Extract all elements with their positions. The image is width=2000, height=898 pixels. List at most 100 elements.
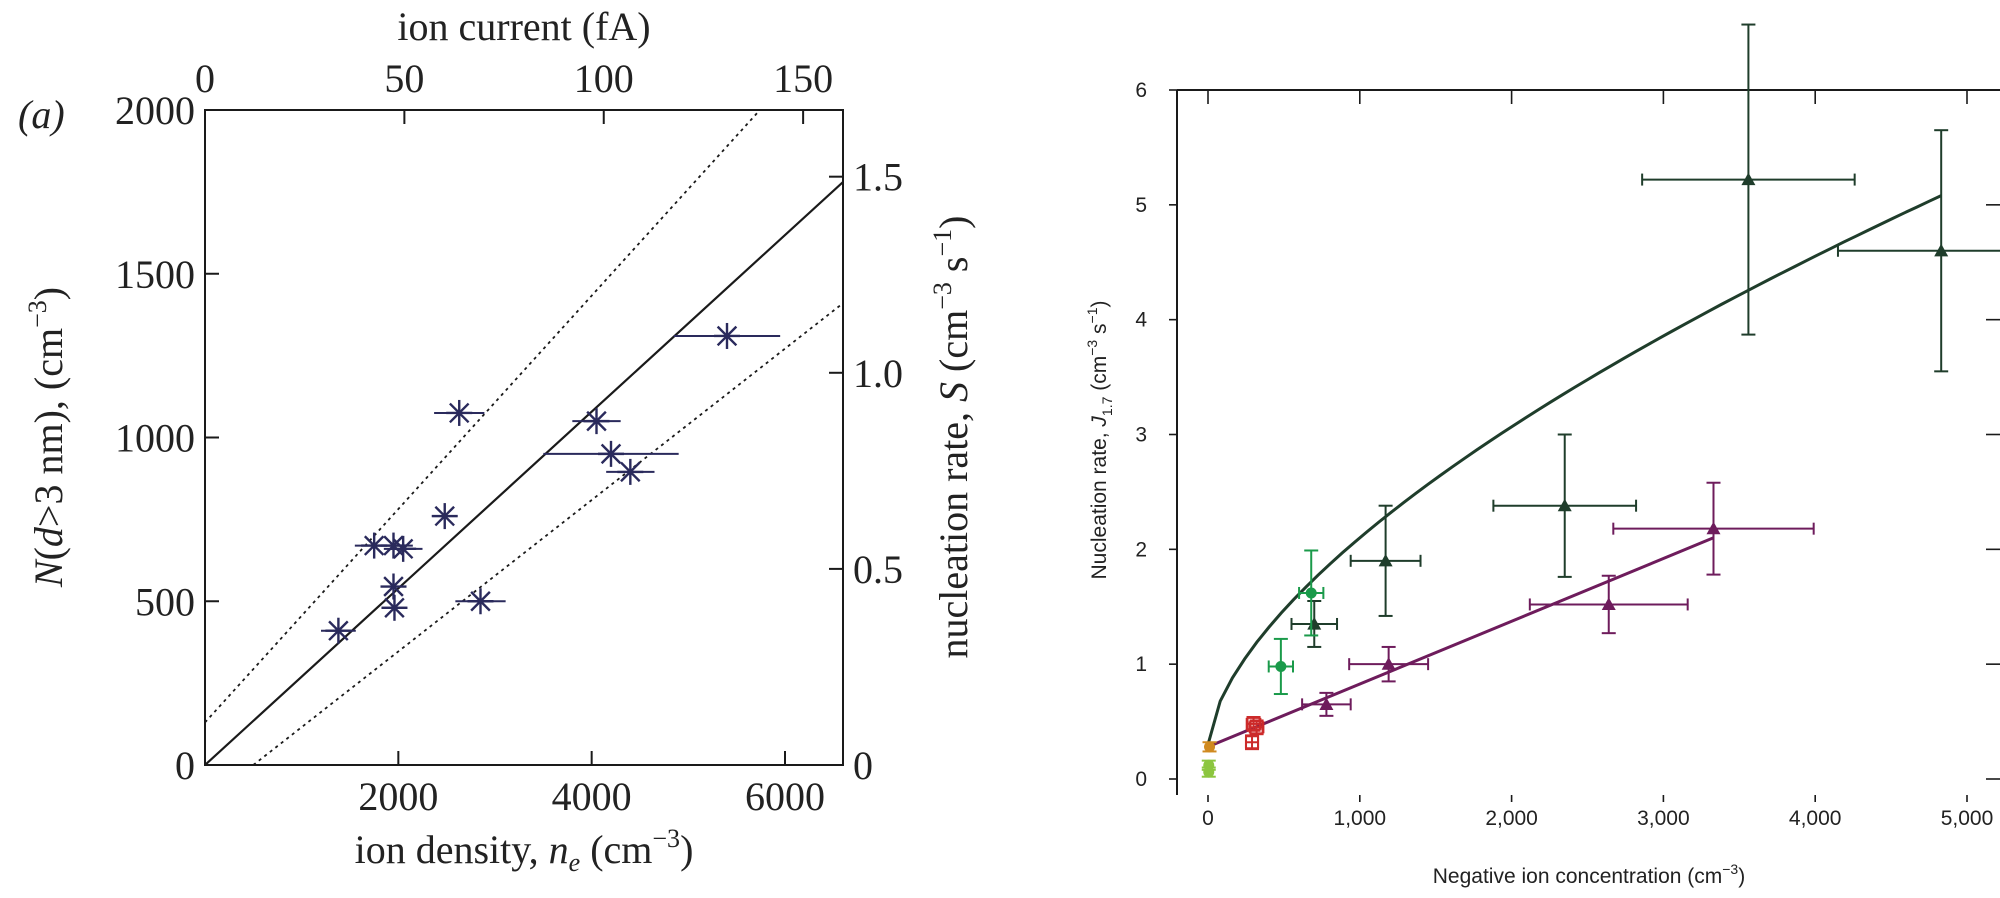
bottom-x-tick-label: 2000 xyxy=(358,774,438,819)
x-tick-label: 3,000 xyxy=(1637,807,1690,830)
data-point xyxy=(1641,23,1856,336)
panel-label: (a) xyxy=(18,92,65,137)
data-point xyxy=(1201,766,1216,778)
asterisk-stroke xyxy=(384,597,405,619)
asterisk-point xyxy=(543,440,679,467)
top-x-tick-label: 100 xyxy=(574,56,634,101)
asterisk-stroke xyxy=(328,620,349,641)
triangle-marker xyxy=(1601,597,1616,611)
asterisk-stroke xyxy=(383,576,404,597)
fit-line xyxy=(205,181,843,765)
asterisk-point xyxy=(572,408,621,435)
x-tick-label: 1,000 xyxy=(1334,807,1387,830)
left-y-tick-label: 1500 xyxy=(115,252,195,297)
triangle-marker xyxy=(1741,172,1756,186)
asterisk-stroke xyxy=(586,410,607,432)
fit-curve xyxy=(1206,194,1942,745)
right-y-tick-label: 1.5 xyxy=(853,155,903,200)
asterisk-point xyxy=(606,458,655,485)
triangle-marker xyxy=(1934,243,1949,257)
left-fit-lines xyxy=(205,110,843,765)
data-point xyxy=(1248,719,1265,736)
top-x-tick-label: 50 xyxy=(384,56,424,101)
circle-marker xyxy=(1275,660,1287,672)
asterisk-stroke xyxy=(434,505,455,527)
circle-marker xyxy=(1204,741,1216,753)
x-tick-label: 4,000 xyxy=(1789,807,1842,830)
data-point xyxy=(1492,433,1638,578)
asterisk-point xyxy=(673,322,781,349)
y-tick-label: 6 xyxy=(1135,79,1147,102)
x-tick-label: 5,000 xyxy=(1941,807,1994,830)
data-point xyxy=(1244,734,1260,751)
left-y-tick-label: 500 xyxy=(135,579,195,624)
data-point xyxy=(1612,481,1815,576)
data-point xyxy=(1836,129,2000,373)
y-tick-label: 4 xyxy=(1135,309,1147,332)
right-y-tick-label: 0 xyxy=(853,743,873,788)
asterisk-point xyxy=(434,399,485,426)
asterisk-stroke xyxy=(470,591,491,612)
asterisk-stroke xyxy=(392,538,414,560)
right-y-tick-label: 0.5 xyxy=(853,547,903,592)
data-point xyxy=(1301,691,1352,717)
upper-bound-line xyxy=(205,110,762,724)
asterisk-point xyxy=(455,588,506,615)
triangle-marker xyxy=(1706,521,1721,535)
asterisk-stroke xyxy=(620,461,641,483)
triangle-marker xyxy=(1378,553,1393,567)
bottom-axis-title: ion density, ne (cm−3) xyxy=(355,824,694,877)
right-axis-title: nucleation rate, S (cm−3 s−1) xyxy=(928,216,976,659)
left-y-tick-label: 0 xyxy=(175,743,195,788)
data-point xyxy=(1348,645,1430,683)
y-tick-label: 2 xyxy=(1135,538,1147,561)
asterisk-stroke xyxy=(716,325,738,347)
top-axis-title: ion current (fA) xyxy=(397,4,650,49)
asterisk-point xyxy=(431,503,458,530)
asterisk-point xyxy=(383,535,423,562)
data-point xyxy=(1528,574,1689,635)
data-point xyxy=(1298,549,1325,637)
left-points xyxy=(321,322,781,644)
y-tick-label: 3 xyxy=(1135,424,1147,447)
top-x-tick-label: 150 xyxy=(773,56,833,101)
triangle-marker xyxy=(1557,498,1572,512)
asterisk-point xyxy=(321,617,356,644)
circle-marker xyxy=(1203,766,1215,778)
left-y-tick-label: 2000 xyxy=(115,88,195,133)
right-y-tick-label: 1.0 xyxy=(853,351,903,396)
left-y-tick-label: 1000 xyxy=(115,416,195,461)
right-y-axis-title: Nucleation rate, J1.7 (cm−3 s−1) xyxy=(1084,301,1115,580)
y-tick-label: 5 xyxy=(1135,194,1147,217)
fit-curve xyxy=(1207,536,1715,749)
data-point xyxy=(1349,504,1422,617)
asterisk-stroke xyxy=(383,535,404,556)
bottom-x-tick-label: 4000 xyxy=(552,774,632,819)
y-tick-label: 1 xyxy=(1135,653,1147,676)
right-ticks: 0 1,000 2,000 3,000 4,000 5,000 0 1 2 3 4 5 6 xyxy=(1135,79,2000,830)
right-panel: Negative ion concentration (cm−3) Nuclea… xyxy=(1084,23,2000,888)
bottom-x-tick-label: 6000 xyxy=(745,774,825,819)
square-marker xyxy=(1246,716,1261,731)
square-marker xyxy=(1249,720,1264,735)
lower-bound-line xyxy=(252,302,843,765)
left-panel: (a) ion current (fA) ion density, ne (cm… xyxy=(18,4,976,877)
triangle-marker xyxy=(1319,697,1334,710)
asterisk-stroke xyxy=(600,443,622,465)
data-point xyxy=(1267,637,1295,696)
circle-marker xyxy=(1305,587,1317,599)
x-tick-label: 2,000 xyxy=(1485,807,1538,830)
data-point xyxy=(1290,600,1339,648)
top-x-tick-label: 0 xyxy=(195,56,215,101)
right-points xyxy=(1201,23,2000,778)
right-x-axis-title: Negative ion concentration (cm−3) xyxy=(1433,861,1745,888)
asterisk-point xyxy=(381,594,408,621)
left-axis-title: N(d>3 nm), (cm−3) xyxy=(23,287,71,588)
asterisk-stroke xyxy=(449,402,470,424)
data-point xyxy=(1202,741,1217,753)
triangle-marker xyxy=(1381,657,1396,670)
right-fit-curves xyxy=(1206,194,1942,749)
